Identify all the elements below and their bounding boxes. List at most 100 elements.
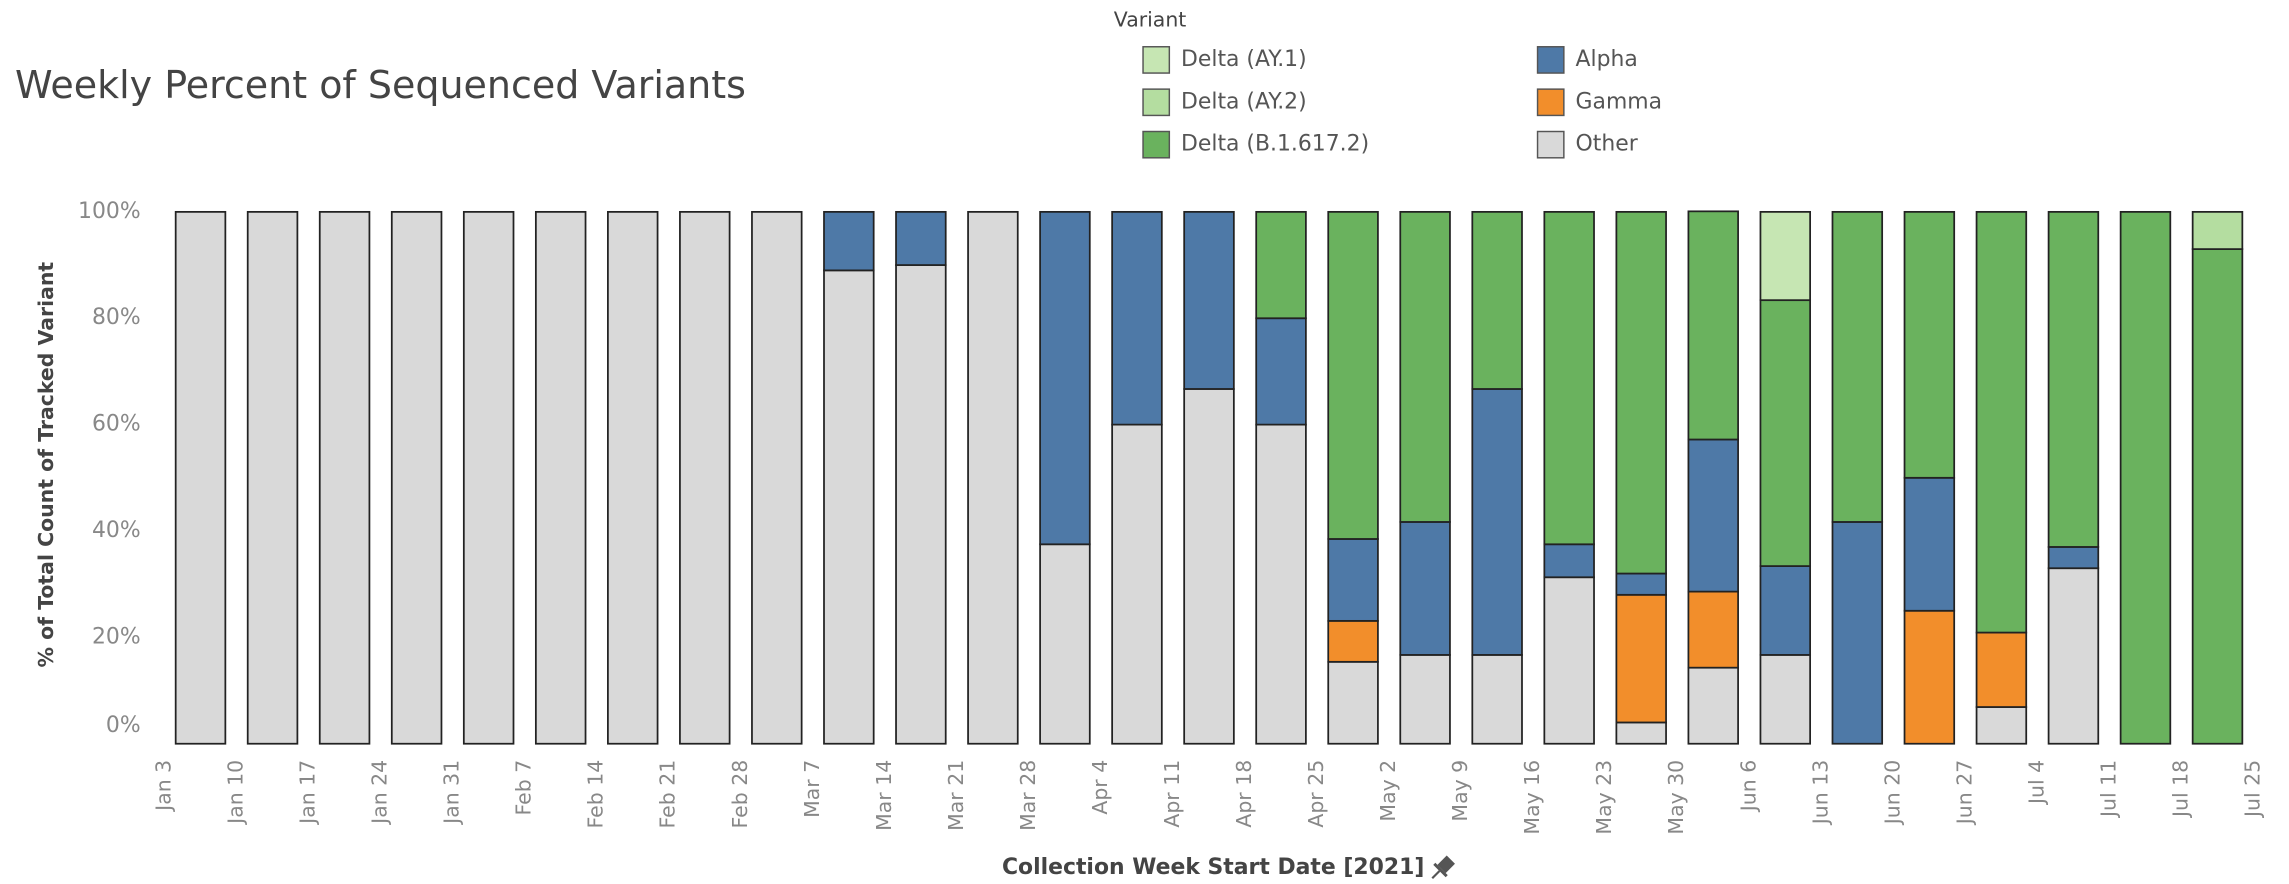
bar-segment	[895, 210, 947, 266]
bar-segment	[1327, 210, 1379, 540]
x-tick-label: Jul 18	[2168, 760, 2192, 819]
x-tick-label: Jan 31	[440, 760, 464, 826]
x-tick-label: May 2	[1376, 760, 1400, 822]
x-tick-label: Jan 10	[224, 760, 248, 826]
bar-segment	[1975, 210, 2028, 634]
bar-segment	[1975, 706, 2028, 745]
legend-title: Variant	[1114, 7, 1187, 31]
bar-segment	[823, 269, 875, 745]
bar-segment	[1399, 654, 1451, 745]
bar-segment	[1039, 543, 1091, 745]
x-tick-label: Feb 14	[584, 760, 608, 829]
bar-segment	[1399, 210, 1451, 523]
x-tick-label: Mar 14	[872, 760, 896, 831]
x-tick-label: May 16	[1520, 760, 1544, 835]
x-tick-label: Mar 7	[800, 760, 824, 818]
bar-segment	[1255, 317, 1307, 426]
bar-segment	[679, 210, 731, 745]
bar-segment	[2047, 546, 2100, 570]
x-tick-label: Jul 11	[2096, 760, 2120, 819]
x-tick-label: Jan 24	[368, 760, 392, 826]
bar-segment	[462, 210, 515, 745]
bar-segment	[1759, 654, 1812, 745]
legend-swatch	[1142, 130, 1171, 159]
bar-segment	[1255, 423, 1307, 745]
bar-segment	[1831, 210, 1884, 523]
bar-segment	[1543, 543, 1595, 579]
x-tick-label: Jan 3	[152, 760, 176, 813]
bar-segment	[607, 210, 659, 745]
x-axis-title: Collection Week Start Date [2021]	[1002, 855, 1424, 880]
x-tick-label: Apr 18	[1232, 760, 1256, 828]
bar-segment	[1615, 593, 1667, 724]
bar-segment	[1687, 666, 1739, 745]
bar-segment	[246, 210, 299, 745]
bar-segment	[1687, 210, 1739, 441]
legend-label: Delta (AY.1)	[1181, 47, 1307, 72]
x-tick-label: Feb 28	[728, 760, 752, 829]
bar-segment	[1903, 609, 1956, 745]
bar-segment	[318, 210, 371, 745]
bar-segment	[1399, 521, 1451, 656]
bar-segment	[1903, 476, 1956, 612]
bar-segment	[1471, 654, 1523, 745]
bar-segment	[1327, 660, 1379, 745]
bar-segment	[1111, 423, 1163, 745]
bar-segment	[1543, 576, 1595, 745]
y-tick-label: 20%	[92, 624, 141, 649]
bar-segment	[534, 210, 587, 745]
legend-swatch	[1536, 88, 1565, 117]
x-tick-label: Feb 7	[512, 760, 536, 816]
bar-segment	[174, 210, 227, 745]
legend-swatch	[1536, 46, 1565, 74]
x-tick-label: Apr 4	[1088, 760, 1112, 815]
bar-segment	[967, 210, 1019, 745]
x-tick-label: May 23	[1592, 760, 1616, 835]
bar-segment	[1111, 210, 1163, 426]
bar-segment	[2047, 210, 2100, 548]
legend-swatch	[1142, 46, 1171, 74]
legend-label: Other	[1576, 132, 1638, 157]
x-tick-label: Jun 20	[1880, 760, 1904, 826]
y-tick-label: 60%	[92, 412, 141, 437]
bar-segment	[751, 210, 803, 745]
bar-segment	[2191, 210, 2244, 250]
x-tick-label: Jul 4	[2024, 760, 2048, 806]
x-tick-label: Jun 6	[1736, 760, 1760, 813]
bar-segment	[390, 210, 443, 745]
y-axis-title: % of Total Count of Tracked Variant	[34, 262, 58, 668]
bar-segment	[895, 264, 947, 745]
bar-segment	[823, 210, 875, 272]
x-tick-label: May 9	[1448, 760, 1472, 822]
legend-label: Alpha	[1576, 47, 1638, 72]
legend-label: Delta (AY.2)	[1181, 89, 1307, 114]
bar-segment	[1327, 619, 1379, 663]
bar-segment	[1831, 521, 1884, 745]
x-tick-label: Jun 13	[1808, 760, 1832, 826]
bar-segment	[1255, 210, 1307, 320]
bar-segment	[1687, 590, 1739, 669]
bar-segment	[1759, 210, 1812, 302]
x-tick-label: Apr 11	[1160, 760, 1184, 828]
bar-segment	[1471, 210, 1523, 390]
bar-segment	[1615, 572, 1667, 596]
x-tick-label: Apr 25	[1304, 760, 1328, 828]
bar-segment	[2047, 567, 2100, 745]
legend-label: Delta (B.1.617.2)	[1181, 132, 1369, 157]
x-tick-label: May 30	[1664, 760, 1688, 835]
bar-segment	[1183, 388, 1235, 745]
bar-segment	[1039, 210, 1091, 546]
bar-segment	[1471, 388, 1523, 656]
bar-segment	[2119, 210, 2172, 745]
pin-icon	[1431, 855, 1455, 880]
x-tick-label: Mar 28	[1016, 760, 1040, 831]
bar-segment	[1327, 538, 1379, 622]
bar-segment	[2191, 248, 2244, 745]
bar-segment	[1687, 438, 1739, 593]
y-tick-label: 80%	[92, 305, 141, 330]
bar-segment	[1183, 210, 1235, 390]
chart-title: Weekly Percent of Sequenced Variants	[15, 63, 746, 107]
bar-segment	[1759, 565, 1812, 656]
bar-segment	[1759, 299, 1812, 567]
